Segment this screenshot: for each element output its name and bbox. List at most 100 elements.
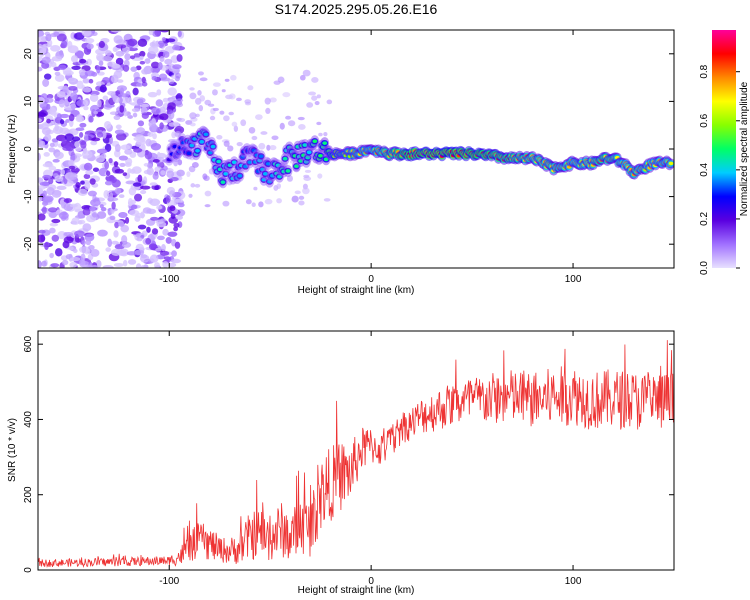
spectrogram-cell (38, 213, 46, 221)
spectrogram-cell (162, 228, 169, 236)
spectrogram-cell (85, 170, 94, 175)
spectrogram-cell (175, 98, 184, 103)
spectrogram-cell (204, 190, 212, 197)
spectrogram-cell (128, 187, 137, 196)
spectrogram-cell (54, 71, 61, 76)
spectrogram-cell (223, 115, 230, 122)
spectrogram-cell (264, 97, 271, 105)
spectrogram-cell (96, 111, 104, 117)
spectrogram-cell (668, 161, 674, 166)
spectrogram-cell (120, 224, 130, 233)
spectrogram-cell (49, 222, 59, 227)
spectrogram-cell (68, 246, 74, 251)
spectrogram-cell (70, 153, 76, 162)
spectrogram-cell (127, 198, 133, 207)
spectrogram-cell (70, 104, 76, 110)
spectrogram-cell (114, 221, 119, 229)
spectrogram-cell (44, 242, 49, 251)
spectrogram-cell (134, 193, 143, 202)
colorbar-ticks: 0.0 0.2 0.4 0.6 0.8 (699, 64, 740, 275)
spectrogram-cell (236, 97, 242, 102)
spectrogram-cell (171, 258, 182, 264)
spectrogram-cell (122, 172, 128, 177)
spectrogram-cell (43, 195, 54, 203)
spectrogram-cell (130, 168, 136, 174)
spectrogram-cell (140, 106, 148, 115)
y-tick-label: -20 (23, 237, 34, 252)
spectrogram-cell (102, 264, 114, 268)
spectrogram-cell (78, 68, 87, 76)
spectrogram-cell (142, 207, 152, 214)
spectrogram-cell (69, 203, 78, 208)
spectrogram-cell (269, 144, 277, 151)
spectrogram-cell (127, 38, 138, 47)
spectrogram-cell (135, 263, 142, 268)
spectrogram-cell (177, 30, 182, 38)
spectrogram-cell (323, 198, 331, 202)
spectrogram-cell (137, 120, 145, 127)
spectrogram-cell (134, 215, 141, 222)
snr-plot-area (38, 340, 674, 569)
spectrogram-cell (43, 152, 50, 157)
spectrogram-cell (227, 145, 234, 152)
snr-series-line (38, 340, 674, 569)
spectrogram-cell (114, 187, 122, 195)
spectrogram-cell (46, 103, 51, 110)
spectrogram-cell (104, 50, 112, 57)
spectrogram-cell (103, 189, 110, 199)
spectrogram-cell (86, 264, 93, 268)
spectrogram-cell (221, 89, 226, 93)
spectrogram-cell (82, 99, 88, 106)
spectrogram-cell (219, 110, 225, 115)
spectrogram-cell (56, 33, 67, 42)
spectrogram-cell (204, 204, 211, 208)
spectrogram-cell (113, 161, 119, 167)
spectrogram-cell (137, 38, 148, 47)
spectrogram-cell (189, 92, 197, 100)
spectrogram-cell (318, 132, 323, 137)
spectrogram-cell (111, 240, 119, 245)
spectrogram-cell (165, 237, 172, 244)
spectrogram-cell (186, 151, 192, 156)
spectrogram-cell (194, 183, 201, 188)
spectrogram-cell (197, 71, 204, 76)
spectrogram-cell (151, 228, 159, 235)
spectrogram-cell (216, 159, 222, 164)
spectrogram-cell (176, 169, 185, 177)
spectrogram-cell (80, 180, 85, 185)
spectrogram-cell (58, 99, 66, 108)
colorbar-label: Normalized spectral amplitude (739, 81, 750, 216)
spectrogram-cell (168, 262, 177, 268)
spectrogram-cell (317, 173, 323, 179)
spectrogram-cell (96, 99, 102, 108)
colorbar-tick-label: 0.4 (699, 162, 710, 176)
x-tick-label: 0 (368, 576, 374, 587)
spectrogram-cell (294, 190, 301, 195)
spectrogram-cell (245, 199, 252, 205)
spectrogram-cell (171, 250, 177, 257)
spectrogram-cell (139, 60, 146, 65)
spectrogram-cell (86, 58, 92, 66)
spectrogram-cell (204, 99, 212, 106)
spectrogram-cell (82, 223, 92, 232)
spectrogram-cell (312, 139, 318, 144)
spectrogram-cell (52, 158, 60, 163)
spectrogram-cell (137, 174, 143, 183)
spectrogram-cell (282, 156, 288, 161)
spectrogram-cell (302, 187, 310, 195)
spectrogram-cell (132, 112, 138, 118)
spectrogram-cell (84, 37, 95, 44)
spectrogram-cell (119, 212, 127, 219)
spectrogram-cell (165, 195, 171, 203)
spectrogram-cell (198, 105, 204, 112)
spectrogram-cell (155, 99, 164, 107)
spectrogram-cell (124, 148, 133, 155)
spectrogram-cell (140, 190, 147, 195)
spectrogram-cell (251, 135, 258, 141)
spectrogram-cell (49, 227, 56, 234)
spectrogram-cell (125, 180, 136, 185)
spectrogram-cell (154, 30, 161, 37)
spectrogram-cell (308, 91, 317, 96)
spectrogram-cell (148, 46, 159, 54)
spectrogram-cell (144, 151, 153, 160)
